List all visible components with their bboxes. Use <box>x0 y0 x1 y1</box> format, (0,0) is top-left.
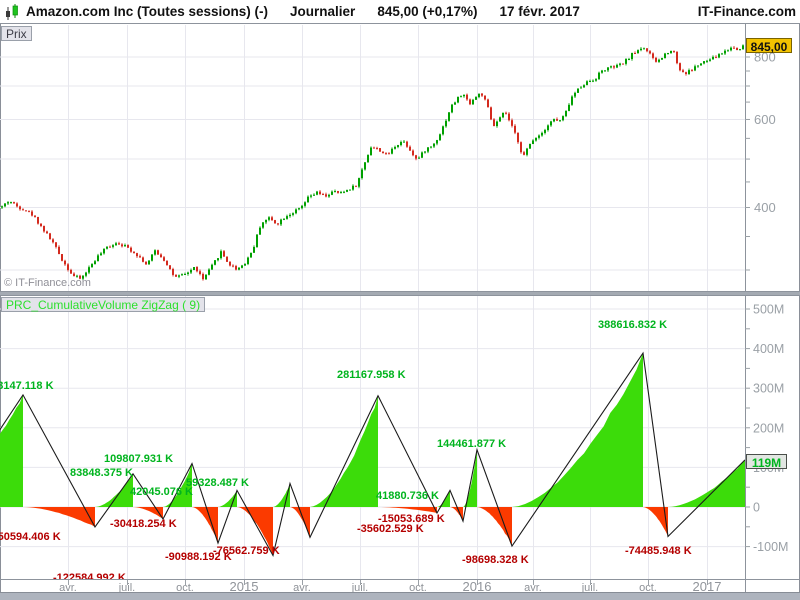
svg-text:juil.: juil. <box>351 582 369 594</box>
svg-text:42045.076 K: 42045.076 K <box>130 486 193 498</box>
svg-text:juil.: juil. <box>118 582 136 594</box>
svg-text:avr.: avr. <box>59 582 77 594</box>
candles-layer <box>1 44 744 281</box>
svg-text:400: 400 <box>754 200 776 215</box>
candlestick-icon <box>6 3 18 20</box>
svg-text:144461.877 K: 144461.877 K <box>437 438 506 450</box>
svg-text:-74485.948 K: -74485.948 K <box>625 545 692 557</box>
time-axis: avr. juil. oct. 2015 avr. juil. oct. 2016 avr. ju… <box>59 579 721 594</box>
svg-text:2016: 2016 <box>463 579 492 594</box>
quote-date: 17 févr. 2017 <box>499 4 580 19</box>
brand-label: IT-Finance.com <box>697 4 796 19</box>
price-axis: 800 600 400 <box>745 50 776 271</box>
svg-text:400M: 400M <box>753 342 784 356</box>
svg-text:-90988.192 K: -90988.192 K <box>165 551 232 563</box>
current-volume-tag: 119M <box>746 454 787 470</box>
svg-text:200M: 200M <box>753 421 784 435</box>
panel-separator[interactable] <box>0 291 800 296</box>
instrument-title: Amazon.com Inc (Toutes sessions) (-) <box>26 4 269 19</box>
volume-axis: 500M400M300M200M100M0-100M <box>745 303 788 554</box>
svg-text:-35602.529 K: -35602.529 K <box>357 523 424 535</box>
svg-text:281167.958 K: 281167.958 K <box>337 369 406 381</box>
current-price-tag: 845,00 <box>746 38 792 54</box>
svg-text:-76562.759 K: -76562.759 K <box>213 545 280 557</box>
volume-areas-layer <box>0 353 745 556</box>
svg-text:juil.: juil. <box>581 582 599 594</box>
svg-text:-98698.328 K: -98698.328 K <box>462 554 529 566</box>
last-quote: 845,00 (+0,17%) <box>377 4 478 19</box>
svg-text:600: 600 <box>754 112 776 127</box>
svg-text:2017: 2017 <box>693 579 722 594</box>
svg-text:-100M: -100M <box>753 540 788 554</box>
svg-text:283147.118 K: 283147.118 K <box>0 380 54 392</box>
svg-text:oct.: oct. <box>409 582 427 594</box>
zigzag-line-layer <box>0 351 745 558</box>
svg-text:oct.: oct. <box>176 582 194 594</box>
svg-text:-15053.689 K: -15053.689 K <box>378 513 445 525</box>
svg-text:388616.832 K: 388616.832 K <box>598 319 667 331</box>
timeframe-label: Journalier <box>290 4 356 19</box>
svg-text:-50594.406 K: -50594.406 K <box>0 531 61 543</box>
svg-text:83848.375 K: 83848.375 K <box>70 467 133 479</box>
svg-text:avr.: avr. <box>293 582 311 594</box>
svg-text:-30418.254 K: -30418.254 K <box>110 518 177 530</box>
tab-price-panel[interactable]: Prix <box>1 26 32 41</box>
svg-text:59328.487 K: 59328.487 K <box>186 477 249 489</box>
svg-text:0: 0 <box>753 501 760 515</box>
svg-text:2015: 2015 <box>230 579 259 594</box>
header-bar: Amazon.com Inc (Toutes sessions) (-) Jou… <box>0 0 800 24</box>
tab-indicator-panel[interactable]: PRC_CumulativeVolume ZigZag ( 9) <box>1 297 206 312</box>
horizontal-scrollbar[interactable] <box>0 592 800 600</box>
svg-text:800: 800 <box>754 50 776 65</box>
svg-text:41880.736 K: 41880.736 K <box>376 490 439 502</box>
svg-text:avr.: avr. <box>524 582 542 594</box>
price-grid <box>0 25 745 291</box>
watermark: © IT-Finance.com <box>4 277 91 289</box>
svg-text:300M: 300M <box>753 382 784 396</box>
svg-text:500M: 500M <box>753 303 784 317</box>
svg-text:oct.: oct. <box>639 582 657 594</box>
svg-text:109807.931 K: 109807.931 K <box>104 453 173 465</box>
zigzag-labels-layer: 283147.118 K -50594.406 K 83848.375 K -3041… <box>0 319 692 584</box>
svg-text:-122584.992 K: -122584.992 K <box>53 572 126 584</box>
